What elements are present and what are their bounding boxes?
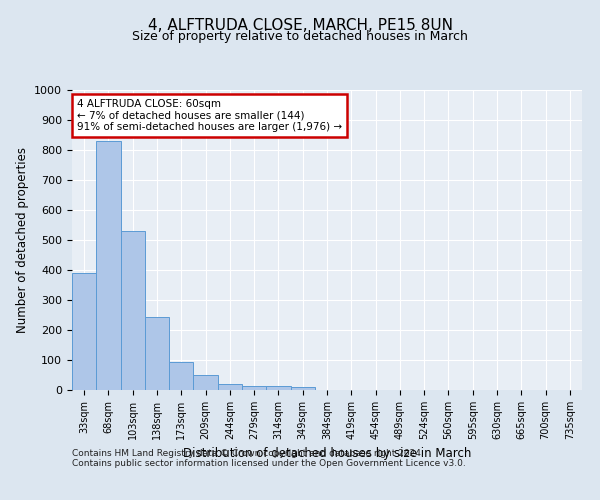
- Bar: [169, 362, 193, 390]
- Bar: [242, 386, 266, 390]
- Bar: [145, 317, 169, 390]
- Bar: [290, 387, 315, 390]
- Text: Size of property relative to detached houses in March: Size of property relative to detached ho…: [132, 30, 468, 43]
- Bar: [266, 386, 290, 390]
- Text: 4 ALFTRUDA CLOSE: 60sqm
← 7% of detached houses are smaller (144)
91% of semi-de: 4 ALFTRUDA CLOSE: 60sqm ← 7% of detached…: [77, 99, 342, 132]
- Text: Contains HM Land Registry data © Crown copyright and database right 2024.: Contains HM Land Registry data © Crown c…: [72, 448, 424, 458]
- Bar: [72, 273, 96, 390]
- Bar: [193, 375, 218, 390]
- Bar: [121, 231, 145, 390]
- Bar: [96, 141, 121, 390]
- Y-axis label: Number of detached properties: Number of detached properties: [16, 147, 29, 333]
- Bar: [218, 384, 242, 390]
- Text: 4, ALFTRUDA CLOSE, MARCH, PE15 8UN: 4, ALFTRUDA CLOSE, MARCH, PE15 8UN: [148, 18, 452, 32]
- Text: Contains public sector information licensed under the Open Government Licence v3: Contains public sector information licen…: [72, 458, 466, 468]
- X-axis label: Distribution of detached houses by size in March: Distribution of detached houses by size …: [183, 448, 471, 460]
